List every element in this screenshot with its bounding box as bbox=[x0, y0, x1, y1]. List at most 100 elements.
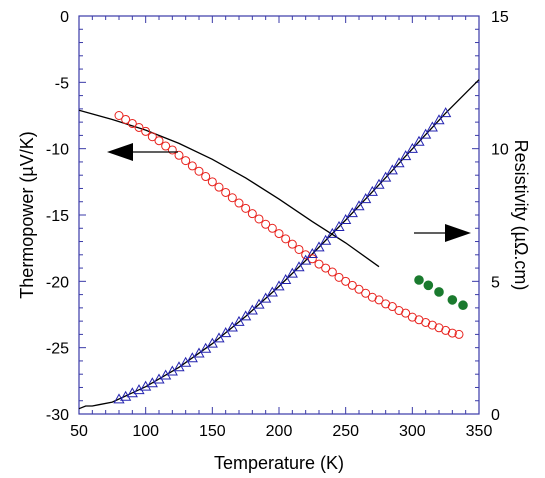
thermopower-open-point bbox=[241, 203, 251, 213]
thermopower-open-point bbox=[207, 177, 217, 187]
resistivity-triangle-point bbox=[233, 315, 245, 326]
y-left-tick-label: -5 bbox=[55, 75, 69, 92]
resistivity-triangle-point bbox=[200, 342, 212, 353]
resistivity-triangle-point bbox=[373, 178, 385, 189]
axis-arrows bbox=[107, 143, 471, 242]
left-arrow-head bbox=[107, 143, 133, 161]
thermopower-open-point bbox=[334, 272, 344, 282]
resistivity-triangle-point bbox=[186, 352, 198, 363]
y-left-tick-label: -10 bbox=[46, 142, 69, 159]
resistivity-triangle-point bbox=[306, 247, 318, 259]
thermopower-open-point bbox=[181, 156, 191, 166]
resistivity-triangle-point bbox=[280, 273, 292, 285]
resistivity-triangle-point bbox=[426, 121, 438, 132]
thermopower-open-point bbox=[187, 161, 197, 171]
resistivity-triangle-point bbox=[266, 286, 278, 297]
resistivity-triangle-point bbox=[206, 337, 218, 348]
resistivity-triangle-point bbox=[413, 135, 425, 146]
y-left-tick-label: -30 bbox=[46, 407, 69, 424]
x-tick-label: 200 bbox=[266, 423, 293, 440]
x-tick-label: 250 bbox=[332, 423, 359, 440]
thermopower-open-point bbox=[321, 263, 331, 273]
resistivity-triangle-point bbox=[193, 347, 205, 358]
resistivity-triangle-point bbox=[400, 150, 412, 161]
thermopower-open-point bbox=[114, 111, 124, 120]
y-right-tick-label: 0 bbox=[491, 407, 500, 424]
thermopower-open-point bbox=[294, 244, 304, 254]
axis-ticks bbox=[78, 15, 480, 415]
y-left-tick-label: -25 bbox=[46, 341, 69, 358]
thermopower-open-point bbox=[267, 223, 277, 233]
thermopower-open-point bbox=[221, 187, 231, 197]
thermopower-open-point bbox=[447, 328, 457, 338]
thermopower-open-point bbox=[227, 193, 237, 203]
resistivity-triangle-point bbox=[260, 292, 272, 303]
resistivity-triangle-point bbox=[213, 332, 225, 343]
resistivity-triangle-point bbox=[226, 321, 238, 332]
thermopower-open-point bbox=[141, 126, 151, 136]
tick-labels: 50 100 150 200 250 300 3500-5-10-15-20-25-3015… bbox=[46, 9, 509, 440]
resistivity-triangle-point bbox=[240, 310, 252, 321]
resistivity-triangle-point bbox=[313, 241, 325, 252]
y-axis-right-title: Resistivity (µΩ.cm) bbox=[511, 140, 531, 291]
thermopower-open-point bbox=[254, 214, 264, 224]
y-left-tick-label: -15 bbox=[46, 208, 69, 225]
thermopower-open-point bbox=[147, 132, 157, 142]
right-arrow-head bbox=[445, 224, 471, 242]
thermopower-filled-point bbox=[423, 280, 434, 291]
thermopower-open-point bbox=[234, 198, 244, 208]
resistivity-triangle-point bbox=[433, 114, 445, 125]
thermopower-filled-point bbox=[434, 287, 444, 297]
y-right-tick-label: 10 bbox=[491, 142, 509, 159]
thermopower-open-point bbox=[194, 166, 204, 176]
resistivity-triangle-point bbox=[380, 171, 392, 182]
thermopower-open-point bbox=[387, 302, 397, 312]
thermopower-open-point bbox=[341, 276, 351, 286]
thermopower-open-point bbox=[167, 145, 177, 155]
resistivity-triangle-point bbox=[333, 220, 345, 231]
thermopower-open-point bbox=[274, 229, 284, 239]
thermopower-open-point bbox=[174, 150, 184, 160]
resistivity-triangle-point bbox=[366, 185, 378, 196]
data-markers bbox=[113, 107, 468, 404]
thermopower-open-point bbox=[127, 118, 137, 128]
thermopower-open-point bbox=[154, 136, 164, 146]
resistivity-triangle-point bbox=[393, 157, 405, 168]
thermopower-open-point bbox=[327, 267, 337, 277]
thermopower-filled-point bbox=[458, 300, 468, 311]
thermopower-open-point bbox=[214, 182, 224, 192]
y-left-tick-label: 0 bbox=[60, 9, 69, 26]
thermopower-open-point bbox=[354, 284, 364, 294]
resistivity-triangle-point bbox=[440, 107, 452, 118]
resistivity-triangle-point bbox=[300, 254, 312, 265]
x-tick-label: 100 bbox=[132, 423, 159, 440]
thermopower-open-point bbox=[361, 288, 371, 298]
resistivity-triangle-point bbox=[246, 304, 258, 315]
resistivity-triangle-point bbox=[220, 327, 232, 338]
thermopower-open-point bbox=[287, 239, 297, 249]
resistivity-triangle-point bbox=[273, 280, 285, 291]
resistivity-triangle-point bbox=[420, 128, 432, 139]
x-tick-label: 300 bbox=[399, 423, 426, 440]
thermopower-open-point bbox=[374, 295, 384, 305]
thermopower-open-point bbox=[347, 280, 357, 290]
resistivity-triangle-point bbox=[253, 298, 265, 309]
resistivity-triangle-point bbox=[353, 200, 365, 211]
thermopower-filled-point bbox=[414, 275, 424, 285]
y-left-tick-label: -20 bbox=[46, 274, 69, 291]
resistivity-triangle-point bbox=[360, 193, 372, 204]
thermopower-open-point bbox=[161, 141, 171, 151]
resistivity-triangle-point bbox=[286, 267, 298, 278]
resistivity-triangle-point bbox=[326, 227, 338, 238]
x-tick-label: 50 bbox=[70, 423, 88, 440]
resistivity-triangle-point bbox=[293, 261, 305, 272]
resistivity-triangle-point bbox=[346, 207, 358, 218]
thermopower-open-point bbox=[121, 114, 131, 124]
x-tick-label: 150 bbox=[199, 423, 226, 440]
thermopower-filled-point bbox=[447, 295, 458, 305]
thermopower-open-point bbox=[261, 219, 271, 229]
thermopower-open-point bbox=[307, 254, 317, 264]
thermopower-open-point bbox=[401, 308, 411, 318]
